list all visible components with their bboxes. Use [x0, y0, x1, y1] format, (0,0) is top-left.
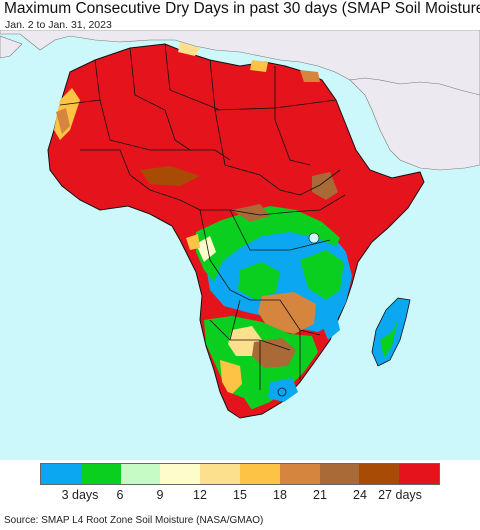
wet-zone-green	[196, 206, 340, 282]
data-source: Source: SMAP L4 Root Zone Soil Moisture …	[4, 515, 264, 526]
legend-label: 15	[233, 488, 247, 502]
legend-swatch	[359, 464, 400, 484]
map-title: Maximum Consecutive Dry Days in past 30 …	[4, 0, 480, 17]
dry-patch-brown	[258, 292, 316, 334]
legend-swatch	[319, 464, 360, 484]
legend-swatch	[200, 464, 240, 484]
lake-victoria	[308, 232, 320, 244]
madagascar	[371, 297, 411, 367]
legend-label: 3 days	[61, 488, 99, 502]
legend-label: 21	[313, 488, 327, 502]
date-range: Jan. 2 to Jan. 31, 2023	[5, 19, 112, 31]
arabian-peninsula	[349, 77, 480, 171]
madagascar-channel-land	[0, 35, 23, 59]
legend-swatch	[80, 464, 121, 484]
country-borders	[59, 43, 346, 390]
africa-dry-days-map	[0, 30, 480, 460]
legend-swatch	[41, 464, 81, 484]
legend-color-bar	[40, 463, 440, 485]
lesotho	[277, 387, 287, 397]
legend-swatch	[239, 464, 280, 484]
legend-swatch	[120, 464, 161, 484]
legend-swatch	[279, 464, 320, 484]
legend-label: 27 days	[378, 488, 422, 502]
legend-label: 9	[156, 488, 164, 502]
legend-labels: 3 days 6 9 12 15 18 21 24 27 days	[0, 488, 480, 504]
legend-swatch	[399, 464, 439, 484]
legend-label: 12	[193, 488, 207, 502]
legend-label: 18	[273, 488, 287, 502]
legend-label: 6	[116, 488, 124, 502]
legend-swatch	[160, 464, 201, 484]
legend-label: 24	[353, 488, 367, 502]
